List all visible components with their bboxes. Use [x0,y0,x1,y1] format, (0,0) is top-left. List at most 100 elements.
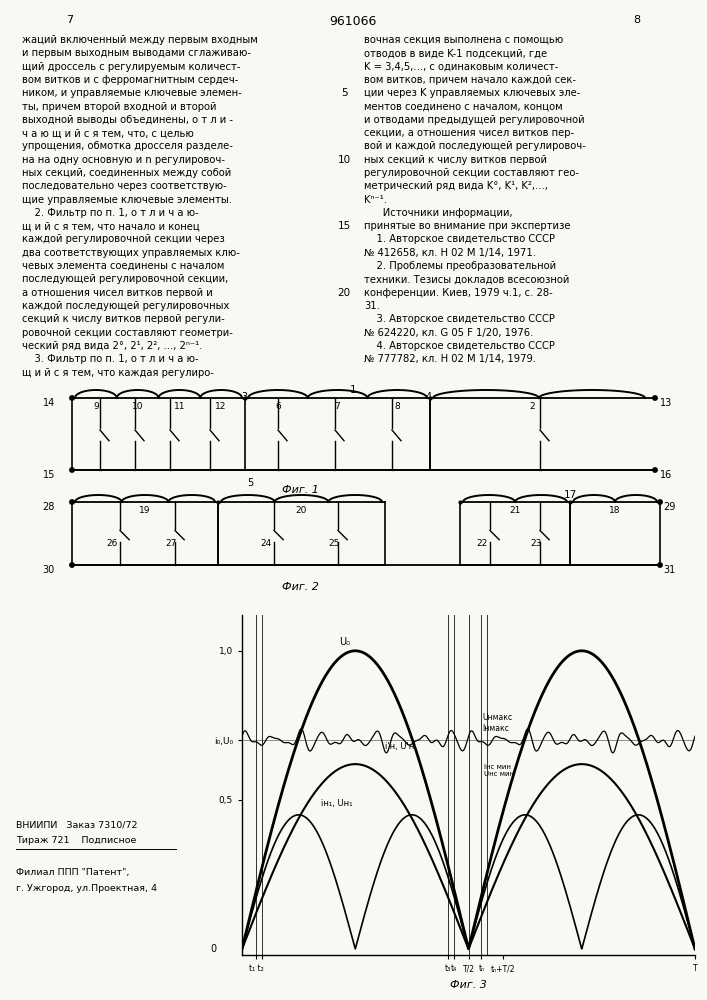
Text: 5: 5 [341,88,347,98]
Text: 12: 12 [216,402,227,411]
Text: каждой регулировочной секции через: каждой регулировочной секции через [22,234,225,244]
Text: 28: 28 [42,502,55,512]
Text: ВНИИПИ   Заказ 7310/72: ВНИИПИ Заказ 7310/72 [16,820,137,829]
Text: 10: 10 [132,402,144,411]
Text: Uнмакс
Iнмакс: Uнмакс Iнмакс [482,713,512,733]
Text: 25: 25 [328,538,339,548]
Text: 0: 0 [211,944,217,954]
Text: ческий ряд вида 2°, 2¹, 2², ..., 2ⁿ⁻¹.: ческий ряд вида 2°, 2¹, 2², ..., 2ⁿ⁻¹. [22,341,202,351]
Text: ты, причем второй входной и второй: ты, причем второй входной и второй [22,102,216,111]
Text: 18: 18 [609,506,621,515]
Text: 2. Проблемы преобразовательной: 2. Проблемы преобразовательной [364,261,556,271]
Text: техники. Тезисы докладов всесоюзной: техники. Тезисы докладов всесоюзной [364,274,569,284]
Text: 21: 21 [509,506,520,515]
Text: 4. Авторское свидетельство СССР: 4. Авторское свидетельство СССР [364,341,555,351]
Text: Филиал ППП "Патент",: Филиал ППП "Патент", [16,868,129,877]
Text: два соответствующих управляемых клю-: два соответствующих управляемых клю- [22,248,240,258]
Text: 15: 15 [42,470,55,480]
Text: 17: 17 [563,490,577,500]
Text: 7: 7 [334,402,340,411]
Text: 22: 22 [476,538,487,548]
Text: № 412658, кл. Н 02 М 1/14, 1971.: № 412658, кл. Н 02 М 1/14, 1971. [364,248,536,258]
Text: вой и каждой последующей регулировоч-: вой и каждой последующей регулировоч- [364,141,586,151]
Text: № 777782, кл. Н 02 М 1/14, 1979.: № 777782, кл. Н 02 М 1/14, 1979. [364,354,536,364]
Text: ч а ю щ и й с я тем, что, с целью: ч а ю щ и й с я тем, что, с целью [22,128,194,138]
Text: и отводами предыдущей регулировочной: и отводами предыдущей регулировочной [364,115,585,125]
Text: регулировочной секции составляют гео-: регулировочной секции составляют гео- [364,168,579,178]
Text: 26: 26 [106,538,117,548]
Text: i'н, U'н: i'н, U'н [385,742,414,751]
Text: метрический ряд вида K°, K¹, K²,...,: метрический ряд вида K°, K¹, K²,..., [364,181,548,191]
Text: 29: 29 [663,502,675,512]
Text: последующей регулировочной секции,: последующей регулировочной секции, [22,274,228,284]
Text: 30: 30 [42,565,55,575]
Text: 1: 1 [350,385,356,395]
Text: 8: 8 [395,402,400,411]
Text: вом витков и с ферромагнитным сердеч-: вом витков и с ферромагнитным сердеч- [22,75,238,85]
Text: 11: 11 [174,402,185,411]
Text: 19: 19 [139,506,151,515]
Text: 8: 8 [633,15,641,25]
Text: отводов в виде K-1 подсекций, где: отводов в виде K-1 подсекций, где [364,48,547,58]
Text: и первым выходным выводами сглаживаю-: и первым выходным выводами сглаживаю- [22,48,251,58]
Text: жаций включенный между первым входным: жаций включенный между первым входным [22,35,258,45]
Text: 23: 23 [530,538,542,548]
Text: 5: 5 [247,478,253,488]
Text: 15: 15 [337,221,351,231]
Text: 16: 16 [660,470,672,480]
Text: последовательно через соответствую-: последовательно через соответствую- [22,181,227,191]
Text: 20: 20 [337,288,351,298]
Text: Iнс мин
Uнс мин: Iнс мин Uнс мин [484,764,515,777]
Text: 24: 24 [260,538,271,548]
Text: Фиг. 3: Фиг. 3 [450,980,486,990]
Text: 20: 20 [296,506,307,515]
Text: вочная секция выполнена с помощью: вочная секция выполнена с помощью [364,35,563,45]
Text: секции, а отношения чисел витков пер-: секции, а отношения чисел витков пер- [364,128,574,138]
Text: № 624220, кл. G 05 F 1/20, 1976.: № 624220, кл. G 05 F 1/20, 1976. [364,328,533,338]
Text: K = 3,4,5,..., с одинаковым количест-: K = 3,4,5,..., с одинаковым количест- [364,62,559,72]
Text: 9: 9 [93,402,99,411]
Text: Kⁿ⁻¹.: Kⁿ⁻¹. [364,195,387,205]
Text: 961066: 961066 [329,15,377,28]
Text: 2: 2 [529,402,534,411]
Text: ником, и управляемые ключевые элемен-: ником, и управляемые ключевые элемен- [22,88,242,98]
Text: Фиг. 2: Фиг. 2 [281,582,318,592]
Text: 31.: 31. [364,301,380,311]
Text: U₀: U₀ [339,637,351,647]
Text: упрощения, обмотка дросселя разделе-: упрощения, обмотка дросселя разделе- [22,141,233,151]
Text: принятые во внимание при экспертизе: принятые во внимание при экспертизе [364,221,571,231]
Text: 3: 3 [241,392,247,402]
Text: 14: 14 [42,398,55,408]
Text: Фиг. 1: Фиг. 1 [281,485,318,495]
Text: 6: 6 [275,402,281,411]
Text: Тираж 721    Подписное: Тираж 721 Подписное [16,836,136,845]
Text: ных секций, соединенных между собой: ных секций, соединенных между собой [22,168,231,178]
Text: чевых элемента соединены с началом: чевых элемента соединены с началом [22,261,224,271]
Text: ровочной секции составляют геометри-: ровочной секции составляют геометри- [22,328,233,338]
Text: ментов соединено с началом, концом: ментов соединено с началом, концом [364,102,563,111]
Text: 13: 13 [660,398,672,408]
Text: щие управляемые ключевые элементы.: щие управляемые ключевые элементы. [22,195,232,205]
Text: 4: 4 [426,392,432,402]
Text: 7: 7 [66,15,74,25]
Text: 3. Фильтр по п. 1, о т л и ч а ю-: 3. Фильтр по п. 1, о т л и ч а ю- [22,354,199,364]
Text: секций к числу витков первой регули-: секций к числу витков первой регули- [22,314,225,324]
Text: 27: 27 [165,538,176,548]
Text: Источники информации,: Источники информации, [364,208,513,218]
Text: 3. Авторское свидетельство СССР: 3. Авторское свидетельство СССР [364,314,555,324]
Text: ных секций к числу витков первой: ных секций к числу витков первой [364,155,547,165]
Text: конференции. Киев, 1979 ч.1, с. 28-: конференции. Киев, 1979 ч.1, с. 28- [364,288,553,298]
Text: щий дроссель с регулируемым количест-: щий дроссель с регулируемым количест- [22,62,240,72]
Text: 10: 10 [337,155,351,165]
Text: iн₁, Uн₁: iн₁, Uн₁ [321,799,353,808]
Text: щ и й с я тем, что начало и конец: щ и й с я тем, что начало и конец [22,221,200,231]
Text: 31: 31 [663,565,675,575]
Text: выходной выводы объединены, о т л и -: выходной выводы объединены, о т л и - [22,115,233,125]
Text: г. Ужгород, ул.Проектная, 4: г. Ужгород, ул.Проектная, 4 [16,884,157,893]
Text: щ и й с я тем, что каждая регулиро-: щ и й с я тем, что каждая регулиро- [22,367,214,377]
Text: каждой последующей регулировочных: каждой последующей регулировочных [22,301,229,311]
Text: ции через K управляемых ключевых эле-: ции через K управляемых ключевых эле- [364,88,580,98]
Text: на на одну основную и n регулировоч-: на на одну основную и n регулировоч- [22,155,225,165]
Text: 2. Фильтр по п. 1, о т л и ч а ю-: 2. Фильтр по п. 1, о т л и ч а ю- [22,208,199,218]
Text: вом витков, причем начало каждой сек-: вом витков, причем начало каждой сек- [364,75,576,85]
